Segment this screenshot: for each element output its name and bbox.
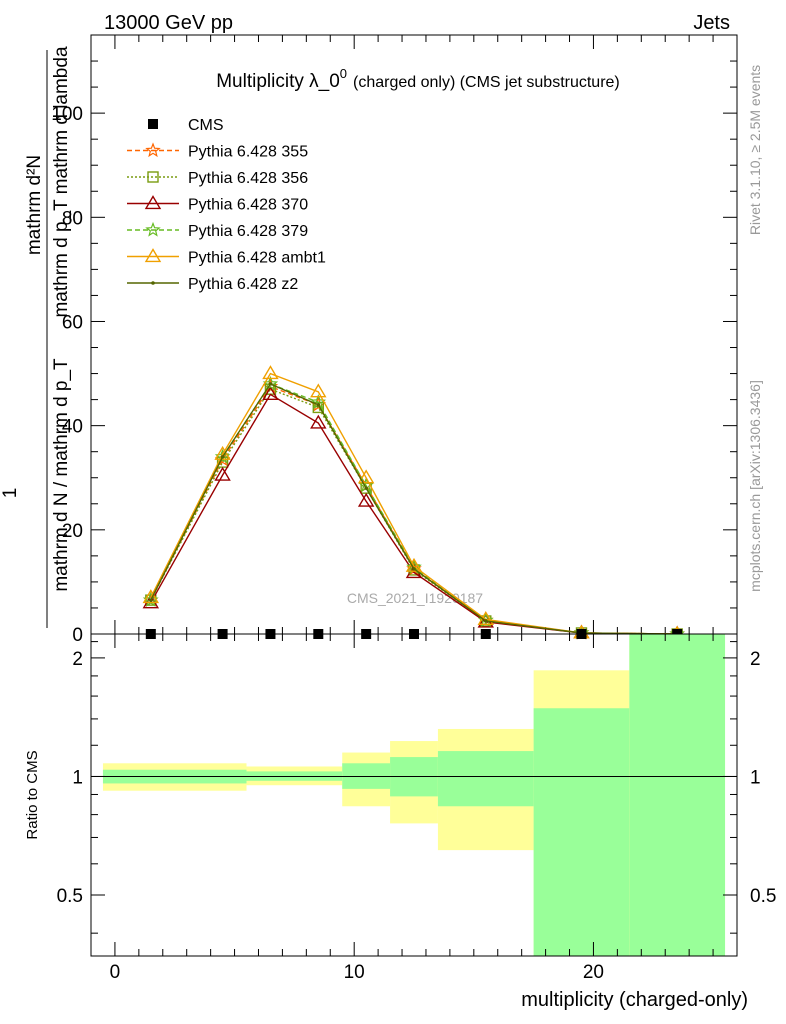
series-point — [142, 589, 160, 604]
ratio-plot: 0.5 0.5 1 1 2 2 0 10 20 Ratio to CMS multiplici… — [24, 633, 776, 1011]
legend-label: Pythia 6.428 ambt1 — [188, 250, 326, 267]
main-y-label: 1 mathrm d²N mathrm d p_T mathrm d lambd… — [0, 46, 72, 628]
header-right: Jets — [693, 12, 730, 34]
legend-label: Pythia 6.428 379 — [188, 223, 308, 240]
series-point — [357, 492, 375, 507]
series-point — [214, 445, 231, 460]
legend: CMS Pythia 6.428 355 Pythia 6.428 356 Pythi… — [127, 117, 326, 293]
legend-label: Pythia 6.428 z2 — [188, 276, 298, 293]
main-y-tick-label: 20 — [62, 521, 83, 542]
ratio-bands — [102, 634, 726, 956]
main-title-text: Multiplicity λ_0 — [216, 71, 340, 92]
ratio-inner-band — [437, 751, 534, 807]
main-title-suffix: (charged only) (CMS jet substructure) — [353, 74, 620, 91]
legend-marker — [147, 171, 159, 183]
legend-marker — [144, 195, 162, 210]
ylabel-one: 1 — [0, 488, 21, 499]
series-line — [150, 385, 678, 635]
series-line — [150, 388, 678, 635]
series-point — [262, 386, 279, 400]
x-tick-label: 20 — [583, 962, 604, 983]
ratio-inner-band — [533, 708, 630, 956]
legend-label: Pythia 6.428 370 — [188, 197, 308, 214]
series-point — [412, 567, 416, 571]
series-point — [310, 383, 327, 398]
main-x-axis-ticks — [114, 35, 714, 634]
ratio-y-axis: 0.5 0.5 1 1 2 2 — [57, 641, 776, 934]
main-y-tick-label: 60 — [62, 312, 83, 333]
ylabel-denominator: mathrm d p_T mathrm d lambda — [51, 46, 72, 317]
series-point — [310, 414, 327, 429]
legend-label: CMS — [188, 117, 224, 134]
series-point — [357, 469, 375, 484]
ratio-y-tick-label-right: 1 — [750, 767, 761, 788]
main-title-sup: 0 — [340, 66, 347, 81]
legend-marker — [151, 281, 155, 285]
mcplots-info: mcplots.cern.ch [arXiv:1306.3436] — [747, 380, 763, 592]
series-point — [262, 365, 279, 380]
ylabel-left: mathrm d N / mathrm d p_T — [51, 358, 72, 592]
ratio-y-tick-label-right: 0.5 — [750, 886, 776, 907]
series-point — [149, 598, 153, 602]
ylabel-numerator: mathrm d²N — [24, 155, 45, 255]
main-title: Multiplicity λ_00 (charged only) (CMS jet… — [216, 66, 620, 92]
ratio-inner-band — [629, 634, 726, 956]
main-y-tick-label: 0 — [72, 625, 83, 646]
legend-label: Pythia 6.428 356 — [188, 170, 308, 187]
series-point — [364, 486, 368, 490]
series-point — [483, 619, 488, 623]
ratio-y-label: Ratio to CMS — [24, 750, 41, 839]
x-axis-label: multiplicity (charged-only) — [521, 989, 748, 1011]
legend-marker — [145, 221, 161, 237]
header-left: 13000 GeV pp — [104, 12, 233, 34]
main-y-tick-label: 100 — [51, 104, 83, 125]
ratio-y-tick-label: 0.5 — [57, 886, 83, 907]
legend-label: Pythia 6.428 355 — [188, 144, 308, 161]
main-y-tick-label: 80 — [62, 208, 83, 229]
x-tick-label: 0 — [110, 962, 121, 983]
ratio-y-tick-label: 1 — [72, 767, 83, 788]
series-point — [142, 594, 160, 609]
series-point — [220, 455, 225, 459]
ratio-x-axis: 0 10 20 — [110, 634, 714, 983]
series-point — [405, 557, 423, 572]
x-tick-label: 10 — [344, 962, 365, 983]
legend-marker — [144, 248, 162, 263]
legend-marker — [145, 142, 161, 158]
rivet-info: Rivet 3.1.10, ≥ 2.5M events — [747, 65, 763, 235]
ratio-y-tick-label: 2 — [72, 649, 83, 670]
ratio-plot-frame — [90, 633, 738, 957]
series-point — [268, 382, 273, 386]
main-y-tick-label: 40 — [62, 417, 83, 438]
series-point — [214, 466, 231, 481]
ratio-y-tick-label-right: 2 — [750, 649, 761, 670]
main-y-axis: 20 40 60 80 100 0 — [51, 34, 737, 646]
series-point — [316, 403, 321, 407]
legend-cms-marker — [148, 119, 158, 129]
